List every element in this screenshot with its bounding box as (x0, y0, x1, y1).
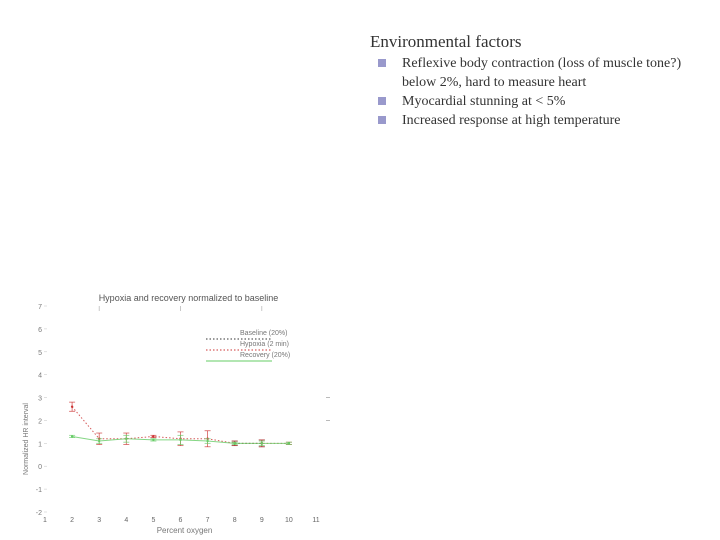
y-tick-label: 4 (38, 373, 42, 380)
y-tick-label: -1 (36, 487, 42, 494)
y-tick-label: 1 (38, 441, 42, 448)
x-tick-label: 1 (43, 517, 47, 524)
data-point (125, 437, 128, 440)
bullet-text: Increased response at high temperature (402, 113, 621, 128)
y-tick-label: 0 (38, 464, 42, 471)
data-point (233, 442, 236, 445)
data-point (70, 405, 74, 408)
x-tick-label: 8 (233, 517, 237, 524)
square-bullet-icon (378, 116, 386, 124)
data-point (179, 438, 182, 442)
y-axis-label: Normalized HR interval (23, 403, 30, 475)
legend-label: Recovery (20%) (240, 352, 290, 359)
x-tick-label: 10 (285, 517, 293, 524)
bullet-item: Reflexive body contraction (loss of musc… (378, 54, 713, 92)
x-tick-label: 4 (124, 517, 128, 524)
chart-title: Hypoxia and recovery normalized to basel… (99, 293, 279, 303)
bullet-item: Myocardial stunning at < 5% (378, 92, 713, 111)
data-point (287, 442, 291, 445)
legend-label: Baseline (20%) (240, 330, 287, 337)
data-point (152, 438, 155, 442)
x-tick-label: 11 (312, 517, 319, 524)
line-chart: Hypoxia and recovery normalized to basel… (23, 293, 330, 535)
x-tick-label: 2 (70, 517, 74, 524)
legend-label: Hypoxia (2 min) (240, 341, 289, 348)
square-bullet-icon (378, 59, 386, 67)
x-tick-label: 5 (151, 517, 155, 524)
y-tick-label: 2 (38, 418, 42, 425)
x-tick-label: 7 (206, 517, 210, 524)
x-tick-label: 6 (179, 517, 183, 524)
x-tick-label: 9 (260, 517, 264, 524)
data-point (260, 442, 263, 445)
x-axis-label: Percent oxygen (157, 526, 213, 535)
bullet-text: Reflexive body contraction (loss of musc… (402, 56, 682, 90)
y-tick-label: 7 (38, 304, 42, 311)
square-bullet-icon (378, 97, 386, 105)
x-tick-label: 3 (97, 517, 101, 524)
data-point (98, 439, 101, 443)
data-point (152, 435, 155, 438)
data-point (70, 435, 74, 438)
bullet-list: Reflexive body contraction (loss of musc… (378, 54, 713, 130)
data-point (206, 439, 209, 443)
slide-title: Environmental factors (370, 32, 522, 51)
y-tick-label: 6 (38, 327, 42, 334)
y-tick-label: 3 (38, 396, 42, 403)
bullet-text: Myocardial stunning at < 5% (402, 94, 566, 109)
y-tick-label: -2 (36, 510, 42, 517)
y-tick-label: 5 (38, 350, 42, 357)
bullet-item: Increased response at high temperature (378, 111, 713, 130)
